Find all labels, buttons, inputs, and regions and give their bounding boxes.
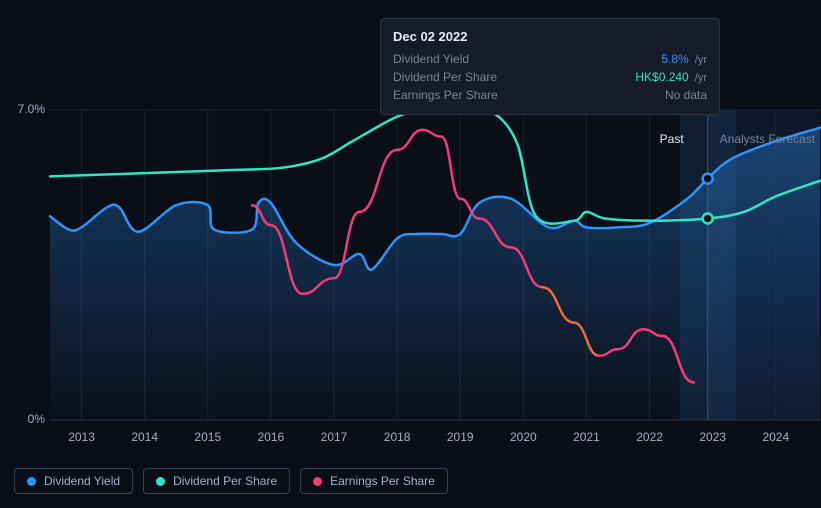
x-axis-label: 2022 — [636, 430, 663, 444]
legend-dot-icon — [313, 477, 322, 486]
tooltip-row: Dividend Per Share HK$0.240 /yr — [393, 68, 707, 86]
legend-label: Dividend Per Share — [173, 474, 277, 488]
legend-dot-icon — [27, 477, 36, 486]
x-axis-label: 2017 — [321, 430, 348, 444]
x-axis-label: 2018 — [384, 430, 411, 444]
x-axis-label: 2024 — [762, 430, 789, 444]
legend-label: Earnings Per Share — [330, 474, 435, 488]
x-axis-label: 2015 — [194, 430, 221, 444]
past-label: Past — [660, 132, 684, 146]
x-axis-label: 2016 — [258, 430, 285, 444]
forecast-label: Analysts Forecast — [720, 132, 815, 146]
x-axis-label: 2014 — [131, 430, 158, 444]
tooltip-row-label: Dividend Yield — [393, 52, 469, 66]
y-axis-label: 7.0% — [18, 102, 45, 116]
tooltip-row: Dividend Yield 5.8% /yr — [393, 50, 707, 68]
tooltip-row-label: Dividend Per Share — [393, 70, 497, 84]
legend-dot-icon — [156, 477, 165, 486]
x-axis-label: 2013 — [68, 430, 95, 444]
tooltip: Dec 02 2022 Dividend Yield5.8% /yrDivide… — [380, 18, 720, 115]
legend-label: Dividend Yield — [44, 474, 120, 488]
x-axis-label: 2021 — [573, 430, 600, 444]
legend-item[interactable]: Dividend Per Share — [143, 468, 290, 494]
legend-item[interactable]: Dividend Yield — [14, 468, 133, 494]
x-axis-label: 2020 — [510, 430, 537, 444]
x-axis-label: 2023 — [699, 430, 726, 444]
y-axis-label: 0% — [28, 412, 45, 426]
x-axis-label: 2019 — [447, 430, 474, 444]
tooltip-date: Dec 02 2022 — [393, 29, 707, 44]
tooltip-row-label: Earnings Per Share — [393, 88, 498, 102]
tooltip-row-value: HK$0.240 /yr — [635, 70, 707, 84]
tooltip-row: Earnings Per Share No data — [393, 86, 707, 104]
tooltip-row-value: 5.8% /yr — [661, 52, 707, 66]
legend: Dividend Yield Dividend Per Share Earnings… — [14, 468, 448, 494]
tooltip-row-value: No data — [665, 88, 707, 102]
legend-item[interactable]: Earnings Per Share — [300, 468, 448, 494]
